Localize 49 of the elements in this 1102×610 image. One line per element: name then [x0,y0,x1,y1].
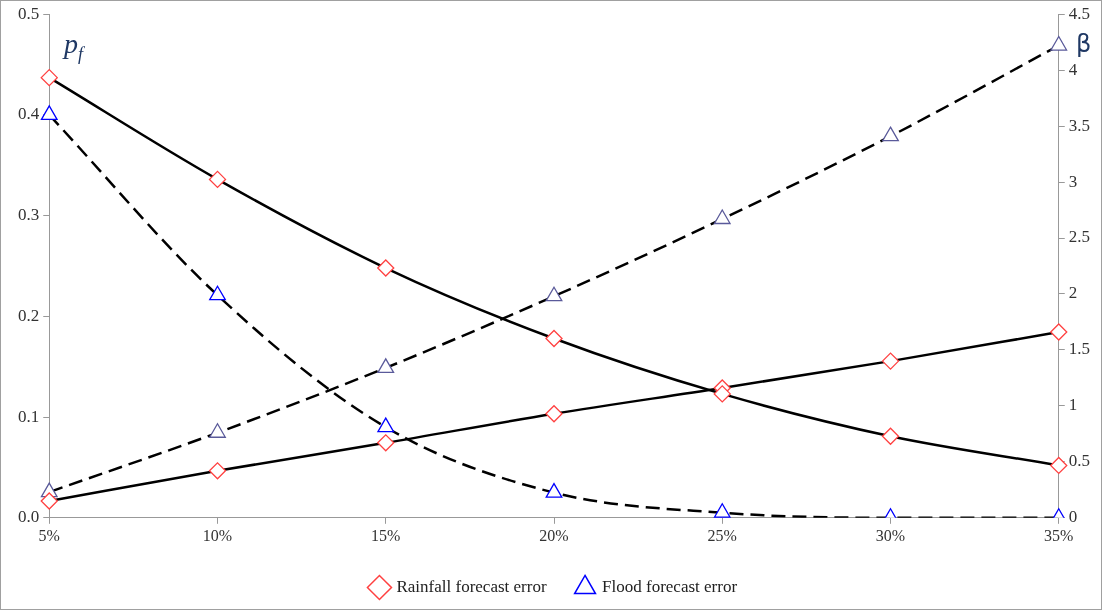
y-axis-title: p$_{f}$ [64,28,84,65]
x-tick-label: 25% [707,526,737,544]
point [377,434,395,452]
point [545,329,563,348]
y2-tick-label: 2 [1068,283,1078,303]
point [545,482,563,498]
y-tick-label: 0.5 [18,3,40,23]
point [545,405,563,423]
x-tick-label: 20% [539,526,569,544]
x-tick-label: 35% [1044,526,1074,544]
y-tick-label: 0.1 [18,406,40,426]
x-tick-label: 30% [875,526,906,544]
y2-tick-label: 4.5 [1068,3,1090,23]
y2-tick-label: 0.5 [1068,451,1090,471]
y-tick-label: 0.4 [18,104,40,124]
point [208,170,227,189]
y2-tick-label: 2.5 [1068,227,1090,247]
point [1050,323,1068,341]
legend-label: Rainfall forecast error [396,576,547,596]
point [713,209,731,225]
x-tick-label: 10% [202,526,233,544]
y2-tick-label: 3.5 [1068,115,1090,135]
point [881,427,900,445]
y-tick-label: 0.0 [18,507,40,527]
legend-label: Flood forecast error [602,576,738,596]
x-tick-label: 5% [38,526,60,544]
point [377,417,395,433]
point [377,259,395,277]
y2-tick-label: 1 [1068,395,1078,415]
y2-tick-label: 4 [1068,59,1078,79]
point [208,462,227,480]
point [377,358,395,373]
y2-tick-label: 1.5 [1068,339,1090,359]
y-tick-label: 0.2 [18,305,40,325]
y2-tick-label: 3 [1068,171,1078,191]
y2-tick-label: 0 [1068,507,1078,527]
point [545,286,563,302]
y-tick-label: 0.3 [18,205,40,225]
point [209,285,226,301]
point [882,126,899,142]
point [1050,35,1068,51]
point [1050,456,1068,475]
y2-axis-title: β [1076,30,1092,58]
point [713,385,731,403]
x-tick-label: 15% [371,526,401,544]
point [40,492,58,510]
point [713,503,731,518]
point [881,352,900,370]
point [40,69,58,87]
